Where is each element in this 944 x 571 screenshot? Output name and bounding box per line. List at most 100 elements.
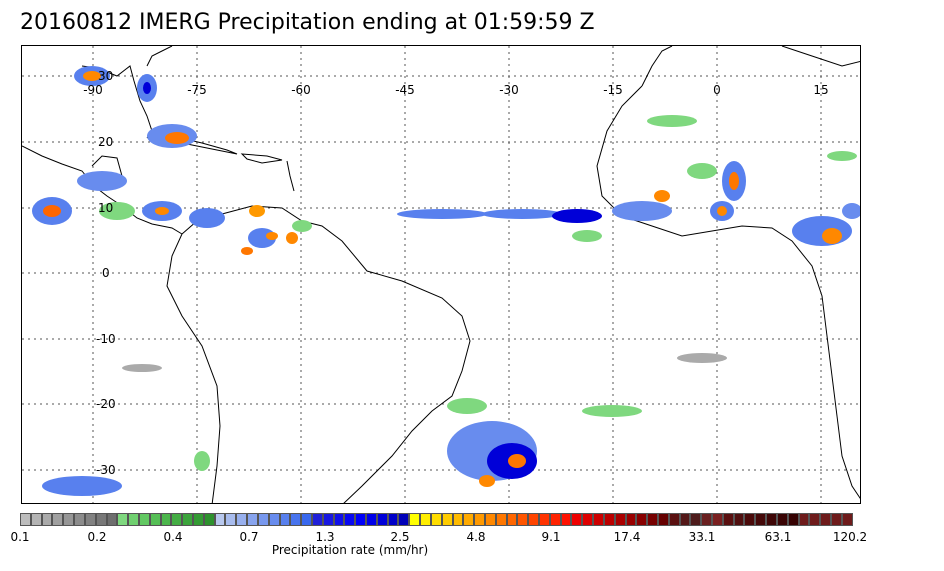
colorbar-swatch — [766, 513, 777, 526]
colorbar-swatch — [463, 513, 475, 526]
colorbar-swatch — [41, 513, 53, 526]
graticule — [22, 46, 860, 503]
colorbar-swatch — [517, 513, 529, 526]
colorbar-swatch — [636, 513, 648, 526]
lon-label: 0 — [713, 83, 721, 97]
lon-label: -15 — [603, 83, 623, 97]
colorbar-swatch — [809, 513, 821, 526]
colorbar-tick-label: 2.5 — [390, 530, 410, 544]
colorbar-swatch — [95, 513, 107, 526]
colorbar-swatch — [30, 513, 42, 526]
colorbar-swatch — [625, 513, 637, 526]
colorbar-tick-label: 0.4 — [163, 530, 183, 544]
colorbar-swatch — [301, 513, 312, 526]
colorbar-tick-label: 0.1 — [10, 530, 30, 544]
precipitation-map: -90 -75 -60 -45 -30 -15 0 15 30 20 10 0 … — [21, 45, 861, 504]
colorbar-swatch — [257, 513, 269, 526]
colorbar-swatch — [549, 513, 561, 526]
colorbar-swatch — [268, 513, 280, 526]
colorbar-swatch — [333, 513, 345, 526]
colorbar-swatch — [776, 513, 788, 526]
colorbar-swatch — [63, 513, 75, 526]
colorbar-swatch — [571, 513, 583, 526]
colorbar-swatch — [474, 513, 485, 526]
colorbar-swatch — [387, 513, 399, 526]
lon-label: -90 — [83, 83, 103, 97]
lat-label: -30 — [96, 463, 116, 477]
colorbar-swatch — [647, 513, 658, 526]
colorbar-swatch — [744, 513, 756, 526]
colorbar-swatch — [820, 513, 831, 526]
colorbar-swatch — [560, 513, 572, 526]
colorbar-tick-label: 17.4 — [613, 530, 641, 544]
colorbar-swatch — [117, 513, 129, 526]
colorbar-tick-label: 0.7 — [239, 530, 259, 544]
colorbar-swatch — [311, 513, 323, 526]
colorbar-swatch — [668, 513, 680, 526]
colorbar-swatch — [841, 513, 853, 526]
precipitation-field — [32, 66, 860, 496]
colorbar-swatch — [247, 513, 258, 526]
page-title: 20160812 IMERG Precipitation ending at 0… — [20, 10, 595, 35]
colorbar-swatch — [733, 513, 745, 526]
colorbar-swatch — [603, 513, 615, 526]
colorbar-swatch — [203, 513, 215, 526]
colorbar-tick-label: 9.1 — [541, 530, 561, 544]
colorbar-title: Precipitation rate (mm/hr) — [271, 543, 429, 557]
colorbar-swatch — [52, 513, 64, 526]
colorbar-tick-label: 1.3 — [315, 530, 335, 544]
colorbar-swatch — [722, 513, 734, 526]
colorbar-swatch — [366, 513, 377, 526]
colorbar-swatch — [138, 513, 150, 526]
colorbar-swatch — [290, 513, 302, 526]
colorbar-swatch — [484, 513, 496, 526]
colorbar-swatch — [344, 513, 356, 526]
colorbar-swatch — [182, 513, 193, 526]
colorbar-swatch — [171, 513, 183, 526]
colorbar-swatch — [452, 513, 464, 526]
lat-label: -20 — [96, 397, 116, 411]
colorbar-swatch — [614, 513, 626, 526]
lon-label: -75 — [187, 83, 207, 97]
colorbar-tick-label: 4.8 — [466, 530, 486, 544]
colorbar-swatch — [128, 513, 139, 526]
colorbar-swatch — [355, 513, 366, 526]
colorbar-tick-label: 120.2 — [832, 530, 868, 544]
colorbar-tick-label: 33.1 — [688, 530, 716, 544]
colorbar-swatch — [409, 513, 421, 526]
colorbar-swatch — [106, 513, 118, 526]
lat-label: 10 — [98, 201, 114, 215]
colorbar-swatch — [701, 513, 712, 526]
lon-label: 15 — [813, 83, 829, 97]
colorbar-swatch — [225, 513, 237, 526]
colorbar-swatch — [441, 513, 453, 526]
colorbar-swatch — [160, 513, 172, 526]
colorbar-swatch — [20, 513, 31, 526]
colorbar-swatch — [506, 513, 518, 526]
colorbar-swatch — [193, 513, 204, 526]
colorbar-tick-label: 63.1 — [764, 530, 792, 544]
colorbar-swatch — [84, 513, 96, 526]
colorbar-swatch — [528, 513, 539, 526]
lat-label: -10 — [96, 332, 116, 346]
colorbar-swatch — [755, 513, 767, 526]
lon-label: -30 — [499, 83, 519, 97]
colorbar-swatch — [149, 513, 161, 526]
lat-label: 20 — [98, 135, 114, 149]
lat-label: 0 — [102, 266, 110, 280]
colorbar-swatch — [539, 513, 550, 526]
colorbar-swatch — [593, 513, 604, 526]
colorbar-swatch — [214, 513, 226, 526]
colorbar-swatch — [376, 513, 388, 526]
colorbar-swatch — [236, 513, 248, 526]
colorbar-swatch — [420, 513, 431, 526]
coastlines — [22, 46, 860, 503]
colorbar-swatch — [495, 513, 507, 526]
colorbar-swatch — [830, 513, 842, 526]
colorbar-swatch — [322, 513, 334, 526]
colorbar-swatch — [787, 513, 799, 526]
colorbar-swatch — [798, 513, 810, 526]
colorbar-swatch — [690, 513, 702, 526]
lat-label: 30 — [98, 69, 114, 83]
colorbar-swatch — [279, 513, 291, 526]
